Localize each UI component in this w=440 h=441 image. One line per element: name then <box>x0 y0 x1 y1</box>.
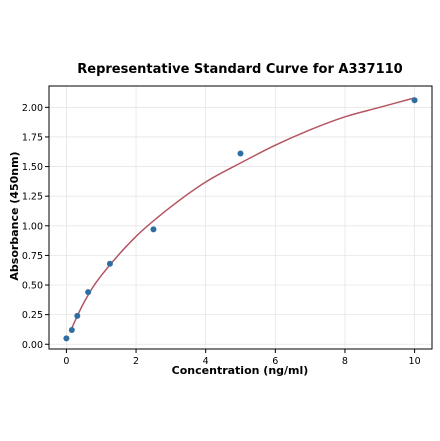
x-tick-label: 6 <box>272 356 278 367</box>
data-point <box>68 327 75 334</box>
grid <box>49 86 432 349</box>
data-point <box>150 226 157 233</box>
fitted-curve <box>69 97 415 333</box>
tick-labels: 0 2 4 6 8 10 0.00 0.25 0.50 0.75 1.00 1.25 1.50 1.75 2… <box>22 103 421 367</box>
data-point <box>74 312 81 319</box>
x-tick-label: 2 <box>133 356 139 367</box>
y-tick-label: 1.00 <box>22 221 43 232</box>
x-axis-label: Concentration (ng/ml) <box>172 364 309 377</box>
x-tick-label: 10 <box>409 356 421 367</box>
y-tick-label: 0.00 <box>22 340 43 351</box>
x-tick-label: 4 <box>203 356 209 367</box>
data-point <box>237 150 244 157</box>
y-tick-label: 1.25 <box>22 192 43 203</box>
data-point <box>106 260 113 267</box>
x-tick-label: 8 <box>342 356 348 367</box>
y-tick-label: 0.75 <box>22 251 43 262</box>
x-tick-label: 0 <box>63 356 69 367</box>
axes <box>48 85 433 350</box>
chart-title: Representative Standard Curve for A33711… <box>77 62 402 77</box>
y-tick-label: 0.50 <box>22 281 43 292</box>
data-point <box>85 289 92 296</box>
data-points-layer <box>63 97 418 342</box>
y-axis-label: Absorbance (450nm) <box>8 151 21 280</box>
plot-frame <box>48 85 433 350</box>
y-tick-label: 1.75 <box>22 132 43 143</box>
y-tick-label: 1.50 <box>22 162 43 173</box>
fitted-curve-layer <box>69 97 415 333</box>
data-point <box>411 97 418 104</box>
data-point <box>63 335 70 342</box>
y-tick-label: 0.25 <box>22 310 43 321</box>
y-tick-label: 2.00 <box>22 103 43 114</box>
